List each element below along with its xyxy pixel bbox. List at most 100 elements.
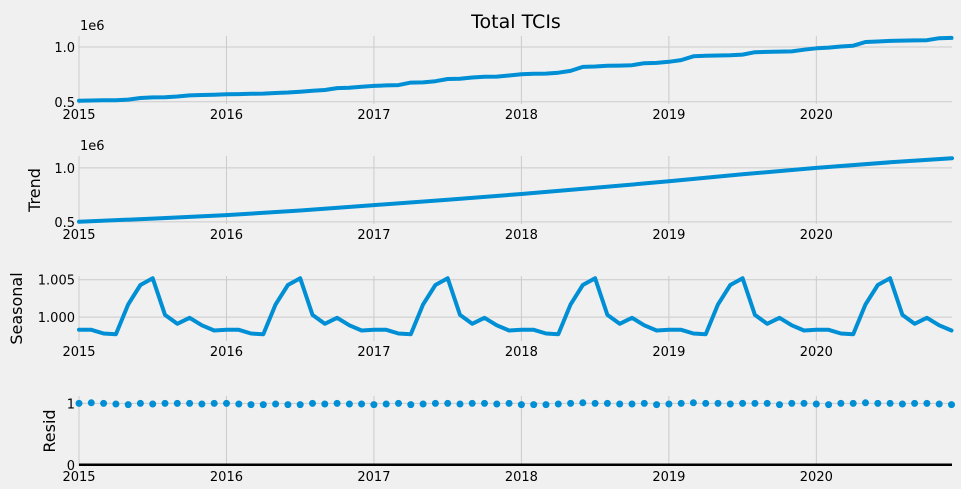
residual-point xyxy=(567,399,575,407)
residual-point xyxy=(530,401,538,409)
residual-point xyxy=(702,399,710,407)
y-tick-label: 1.0 xyxy=(54,41,75,56)
x-tick-label: 2018 xyxy=(505,345,538,360)
residual-point xyxy=(788,399,796,407)
x-tick-label: 2015 xyxy=(62,470,95,485)
x-tick-label: 2016 xyxy=(210,228,243,243)
residual-point xyxy=(468,399,476,407)
residual-point xyxy=(186,399,194,407)
residual-point xyxy=(554,400,562,408)
residual-point xyxy=(444,399,452,407)
residual-point xyxy=(124,401,132,409)
x-tick-label: 2017 xyxy=(357,345,390,360)
residual-point xyxy=(309,399,316,407)
residual-point xyxy=(321,400,329,408)
x-tick-label: 2019 xyxy=(652,345,685,360)
residual-point xyxy=(210,399,218,407)
y-tick-label: 0.5 xyxy=(54,216,75,231)
x-tick-label: 2019 xyxy=(652,470,685,485)
residual-point xyxy=(800,399,808,407)
x-tick-label: 2017 xyxy=(357,108,390,123)
residual-point xyxy=(272,400,280,408)
residual-point xyxy=(886,399,894,407)
residual-point xyxy=(923,399,931,407)
residual-point xyxy=(825,401,833,409)
residual-point xyxy=(579,399,587,407)
x-tick-label: 2017 xyxy=(357,470,390,485)
residual-point xyxy=(603,399,611,407)
residual-point xyxy=(284,401,292,409)
y-tick-label: 1.005 xyxy=(38,274,75,289)
y-tick-label: 0 xyxy=(67,459,75,474)
residual-point xyxy=(849,399,857,407)
residual-point xyxy=(198,400,206,408)
x-tick-label: 2020 xyxy=(800,470,833,485)
residual-point xyxy=(898,400,906,408)
residual-point xyxy=(247,401,255,409)
series-line xyxy=(77,156,954,224)
residual-point xyxy=(911,399,919,407)
residual-point xyxy=(493,400,501,408)
x-tick-label: 2017 xyxy=(357,228,390,243)
x-tick-label: 2016 xyxy=(210,108,243,123)
residual-point xyxy=(665,400,673,408)
residual-point xyxy=(653,401,661,409)
residual-point xyxy=(689,399,697,407)
x-tick-label: 2015 xyxy=(62,108,95,123)
axis-offset-label: 1e6 xyxy=(80,19,105,34)
x-tick-label: 2020 xyxy=(800,228,833,243)
residual-point xyxy=(358,400,366,408)
x-tick-label: 2016 xyxy=(210,470,243,485)
y-tick-label: 1.0 xyxy=(54,162,75,177)
residual-point xyxy=(739,399,747,407)
axis-offset-label: 1e6 xyxy=(80,139,105,154)
residual-point xyxy=(136,399,144,407)
residual-point xyxy=(149,400,157,408)
residual-point xyxy=(370,401,378,409)
residual-point xyxy=(640,399,648,407)
residual-point xyxy=(395,399,402,407)
residual-point xyxy=(505,399,513,407)
residual-point xyxy=(751,399,759,407)
residual-point xyxy=(481,399,488,407)
residual-point xyxy=(591,399,599,407)
residual-point xyxy=(726,400,734,408)
x-tick-label: 2020 xyxy=(800,345,833,360)
residual-point xyxy=(874,399,882,407)
residual-point xyxy=(812,400,820,408)
residual-point xyxy=(419,400,427,408)
residual-point xyxy=(407,401,415,409)
residual-point xyxy=(616,400,624,408)
residual-point xyxy=(763,399,771,407)
residual-point xyxy=(456,400,464,408)
y-axis-label: Resid xyxy=(40,409,59,452)
y-axis-label: Seasonal xyxy=(7,272,26,344)
y-tick-label: 0.5 xyxy=(54,96,75,111)
residual-point xyxy=(948,401,955,409)
residual-point xyxy=(431,399,439,407)
residual-point xyxy=(714,399,722,407)
x-tick-label: 2015 xyxy=(62,345,95,360)
x-tick-label: 2018 xyxy=(505,108,538,123)
x-tick-label: 2016 xyxy=(210,345,243,360)
residual-point xyxy=(628,400,636,408)
residual-point xyxy=(173,399,181,407)
residual-point xyxy=(296,401,304,409)
residual-point xyxy=(100,399,108,407)
x-tick-label: 2019 xyxy=(652,108,685,123)
residual-point xyxy=(345,400,353,408)
residual-point xyxy=(112,400,120,408)
residual-point xyxy=(259,401,267,409)
residual-point xyxy=(776,401,783,409)
residual-point xyxy=(223,399,230,407)
residual-point xyxy=(75,399,83,407)
residual-point xyxy=(935,400,943,408)
chart-title: Total TCIs xyxy=(470,11,561,33)
residual-point xyxy=(235,400,243,408)
y-tick-label: 1.000 xyxy=(38,311,75,326)
residual-point xyxy=(87,399,95,407)
x-tick-label: 2018 xyxy=(505,228,538,243)
residual-point xyxy=(517,401,525,409)
x-tick-label: 2015 xyxy=(62,228,95,243)
